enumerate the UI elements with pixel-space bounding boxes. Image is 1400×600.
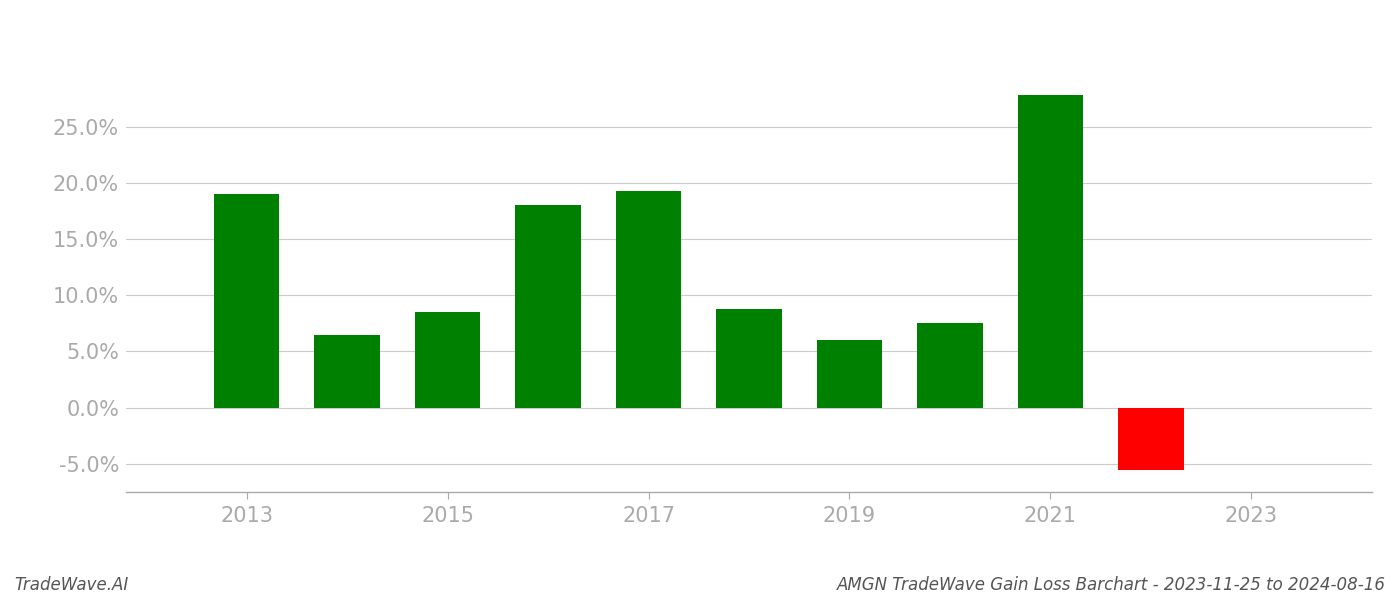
Bar [1119,407,1183,470]
Bar [816,340,882,407]
Text: TradeWave.AI: TradeWave.AI [14,576,129,594]
Bar [414,312,480,407]
Bar [917,323,983,407]
Bar [214,194,279,407]
Bar [616,191,682,407]
Text: AMGN TradeWave Gain Loss Barchart - 2023-11-25 to 2024-08-16: AMGN TradeWave Gain Loss Barchart - 2023… [837,576,1386,594]
Bar [315,335,379,407]
Bar [1018,95,1084,407]
Bar [515,205,581,407]
Bar [717,309,781,407]
